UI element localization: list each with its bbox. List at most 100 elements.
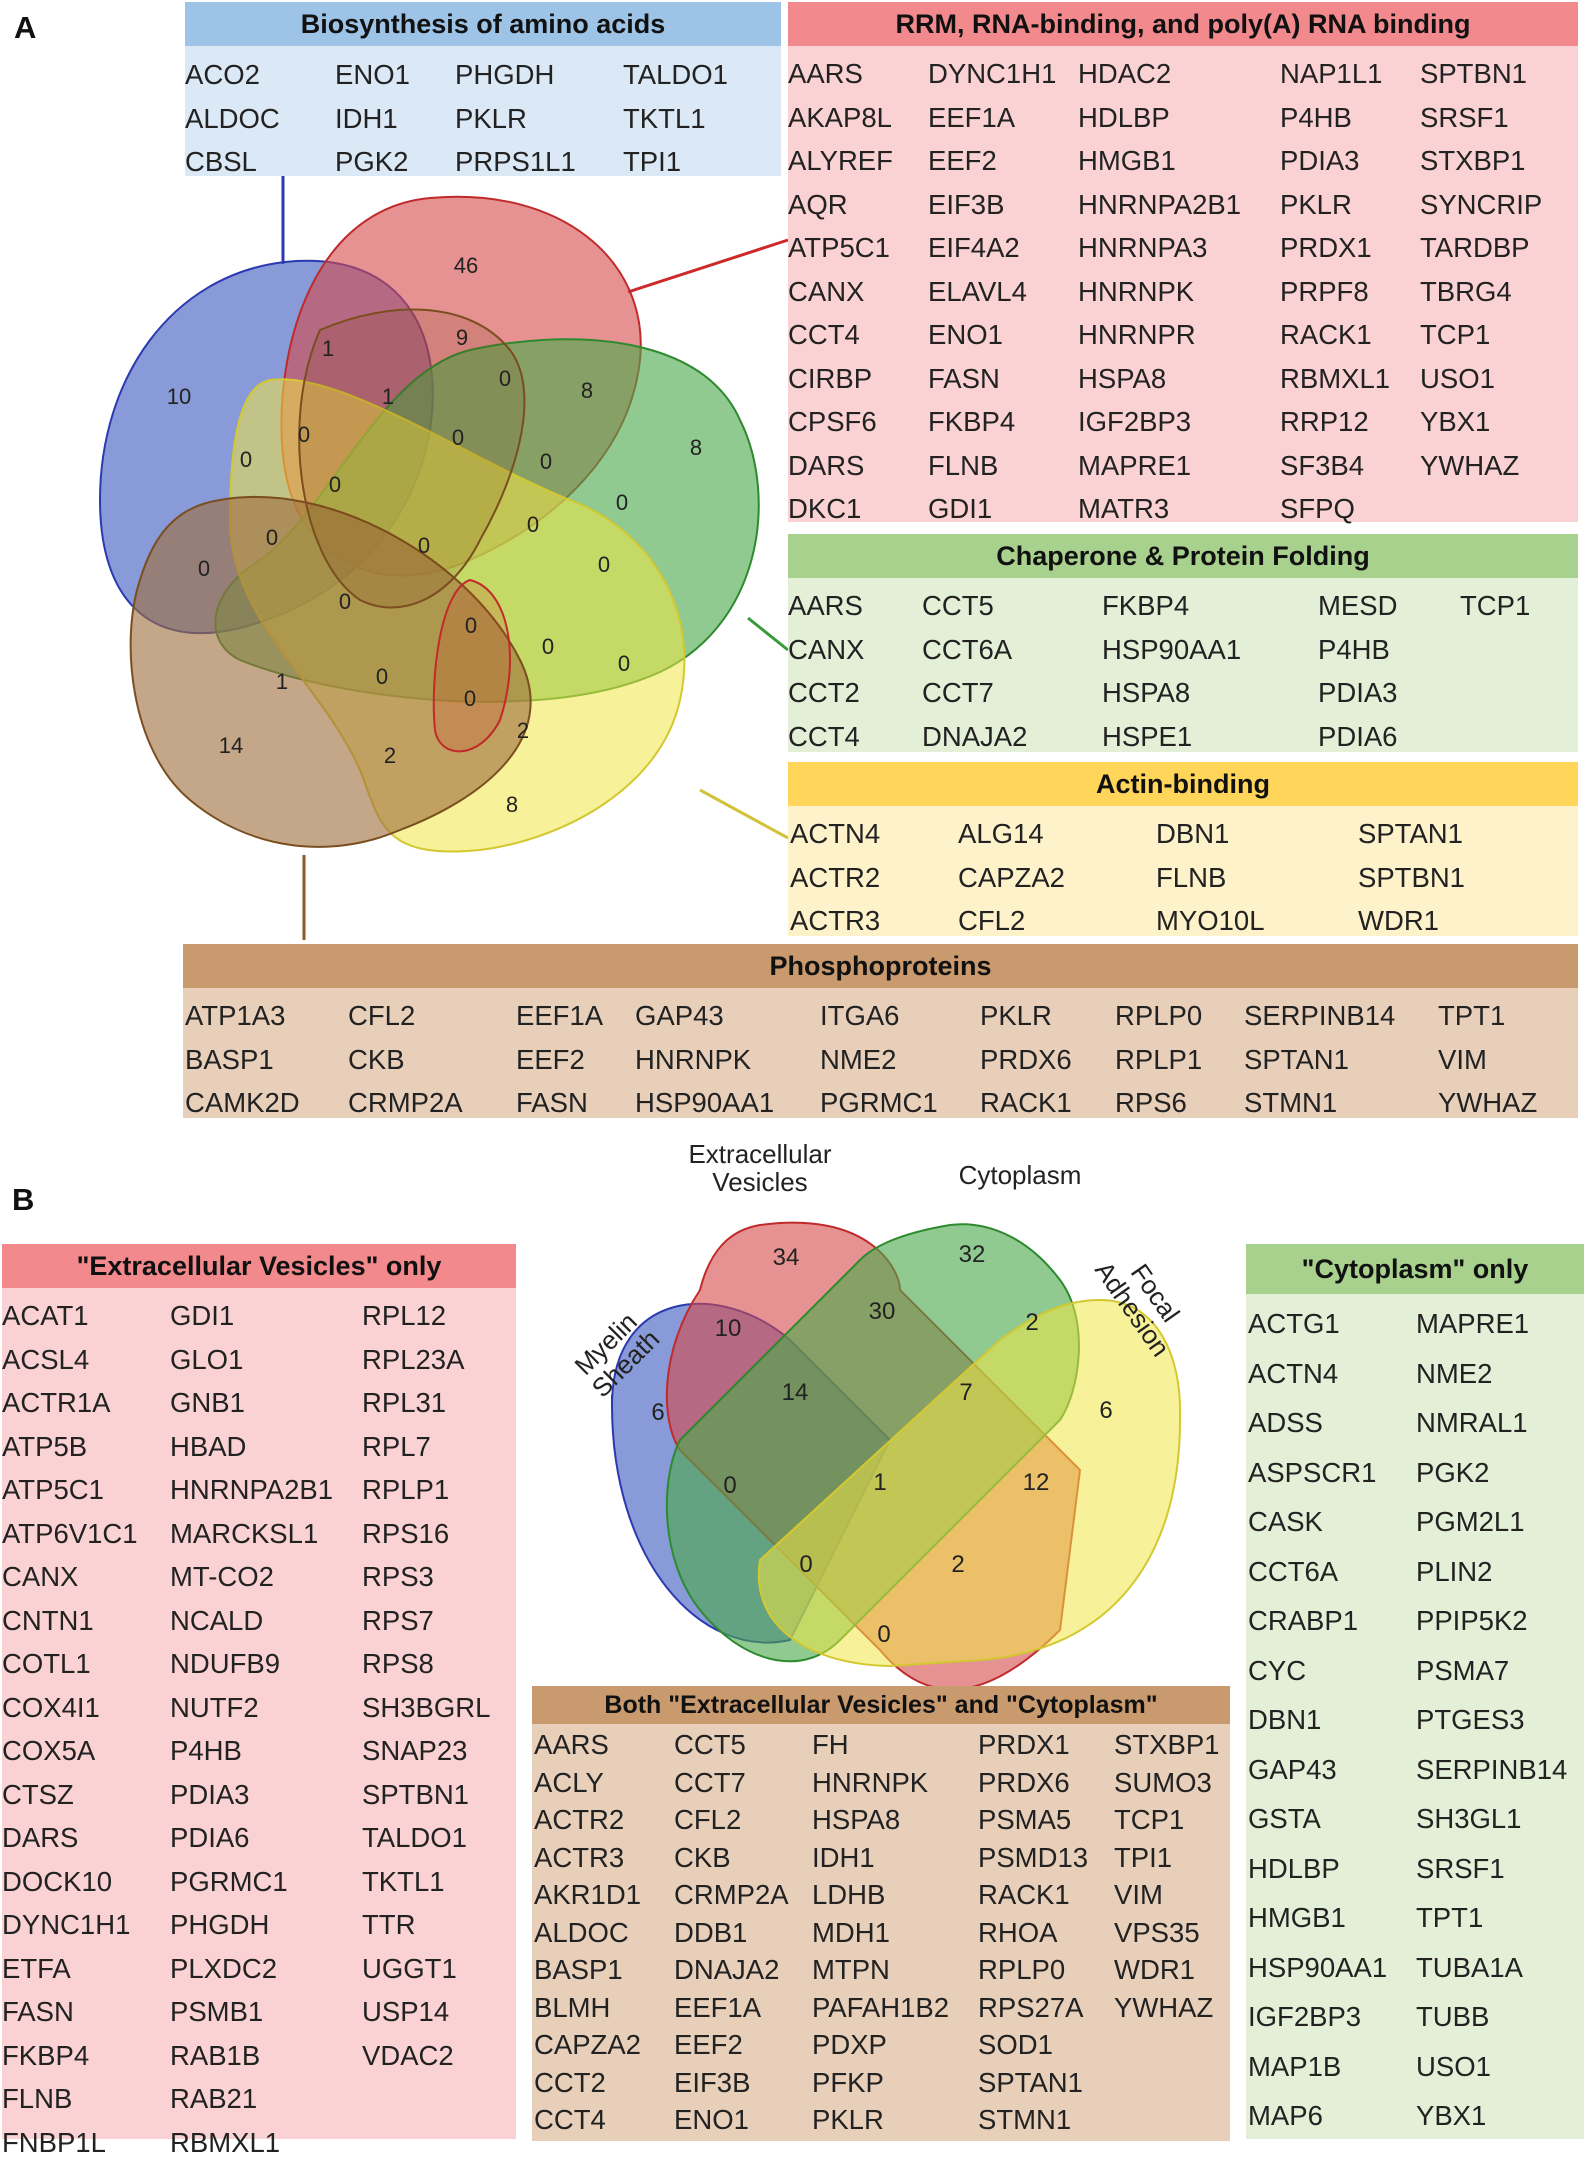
gene-item: EEF1A	[516, 994, 603, 1038]
gene-item: HDLBP	[1078, 96, 1241, 140]
gene-item: RPL12	[362, 1294, 490, 1338]
gene-item: RBMXL1	[1280, 357, 1390, 401]
gene-item: CCT4	[534, 2101, 641, 2139]
gene-item: EIF3B	[928, 183, 1056, 227]
venn-a-count: 8	[581, 378, 593, 403]
gene-item: FKBP4	[928, 400, 1056, 444]
venn-a-count: 0	[418, 533, 430, 558]
gene-item: HDAC2	[1078, 52, 1241, 96]
gene-item: EIF3B	[674, 2064, 789, 2102]
gene-item: PKLR	[812, 2101, 949, 2139]
gene-item: PHGDH	[170, 1903, 333, 1947]
venn-b-count: 2	[1025, 1309, 1038, 1336]
gene-item: HSPA8	[1078, 357, 1241, 401]
gene-item: PDIA6	[170, 1816, 333, 1860]
gene-item: DARS	[2, 1816, 138, 1860]
gene-item: ALYREF	[788, 139, 893, 183]
gene-item: MATR3	[1078, 487, 1241, 531]
gene-item: BASP1	[185, 1038, 300, 1082]
gene-item: STMN1	[1244, 1081, 1395, 1125]
gene-item: SRSF1	[1420, 96, 1542, 140]
venn-a-count: 46	[454, 253, 478, 278]
gene-item: TTR	[362, 1903, 490, 1947]
connector-chaperone	[748, 618, 788, 650]
venn-a-count: 0	[329, 472, 341, 497]
gene-item: BASP1	[534, 1951, 641, 1989]
box-both: Both "Extracellular Vesicles" and "Cytop…	[532, 1686, 1230, 2141]
gene-item: CCT5	[674, 1726, 789, 1764]
gene-item: FNBP1L	[2, 2121, 138, 2164]
gene-item: HSPA8	[812, 1801, 949, 1839]
gene-item: TARDBP	[1420, 226, 1542, 270]
gene-item: ENO1	[928, 313, 1056, 357]
gene-item: ATP5C1	[2, 1468, 138, 1512]
gene-item: RPL31	[362, 1381, 490, 1425]
venn-b-count: 0	[877, 1621, 890, 1648]
gene-item: ENO1	[335, 53, 410, 97]
gene-item: USP14	[362, 1990, 490, 2034]
gene-item: HNRNPA3	[1078, 226, 1241, 270]
gene-item: MARCKSL1	[170, 1512, 333, 1556]
gene-item: TBRG4	[1420, 270, 1542, 314]
gene-item: NMRAL1	[1416, 1398, 1567, 1448]
gene-item: CANX	[788, 270, 893, 314]
gene-item: RHOA	[978, 1914, 1088, 1952]
gene-item: PRPS1L1	[455, 140, 576, 184]
gene-item: CCT2	[788, 671, 864, 715]
gene-item: NCALD	[170, 1599, 333, 1643]
gene-item: DBN1	[1156, 812, 1265, 856]
gene-item: PGRMC1	[820, 1081, 938, 1125]
gene-item: HNRNPK	[812, 1764, 949, 1802]
gene-item: PKLR	[455, 97, 576, 141]
gene-item: CFL2	[674, 1801, 789, 1839]
gene-item: DARS	[788, 444, 893, 488]
gene-item: IDH1	[812, 1839, 949, 1877]
gene-item: SERPINB14	[1244, 994, 1395, 1038]
gene-item: DYNC1H1	[2, 1903, 138, 1947]
venn-a-count: 0	[376, 664, 388, 689]
gene-item: PPIP5K2	[1416, 1596, 1567, 1646]
gene-item: TPI1	[623, 140, 728, 184]
gene-item: GNB1	[170, 1381, 333, 1425]
gene-item: RPS6	[1115, 1081, 1202, 1125]
gene-item: PRDX1	[978, 1726, 1088, 1764]
gene-item: VDAC2	[362, 2034, 490, 2078]
gene-item: HDLBP	[1248, 1844, 1387, 1894]
gene-item: YWHAZ	[1438, 1081, 1537, 1125]
gene-item: CASK	[1248, 1497, 1387, 1547]
gene-item: DNAJA2	[674, 1951, 789, 1989]
gene-item: PGRMC1	[170, 1860, 333, 1904]
gene-item: CYC	[1248, 1646, 1387, 1696]
gene-item: PGK2	[1416, 1448, 1567, 1498]
gene-item: CTSZ	[2, 1773, 138, 1817]
gene-item: TCP1	[1114, 1801, 1219, 1839]
gene-item: TCP1	[1460, 584, 1530, 628]
gene-item: RPL23A	[362, 1338, 490, 1382]
gene-item: TKTL1	[362, 1860, 490, 1904]
gene-item: P4HB	[1318, 628, 1397, 672]
gene-item: ACSL4	[2, 1338, 138, 1382]
gene-item: RACK1	[1280, 313, 1390, 357]
gene-item: ACLY	[534, 1764, 641, 1802]
gene-item: FLNB	[928, 444, 1056, 488]
gene-item: CPSF6	[788, 400, 893, 444]
gene-item: CAPZA2	[534, 2026, 641, 2064]
gene-item: RPS7	[362, 1599, 490, 1643]
gene-item: RPS8	[362, 1642, 490, 1686]
